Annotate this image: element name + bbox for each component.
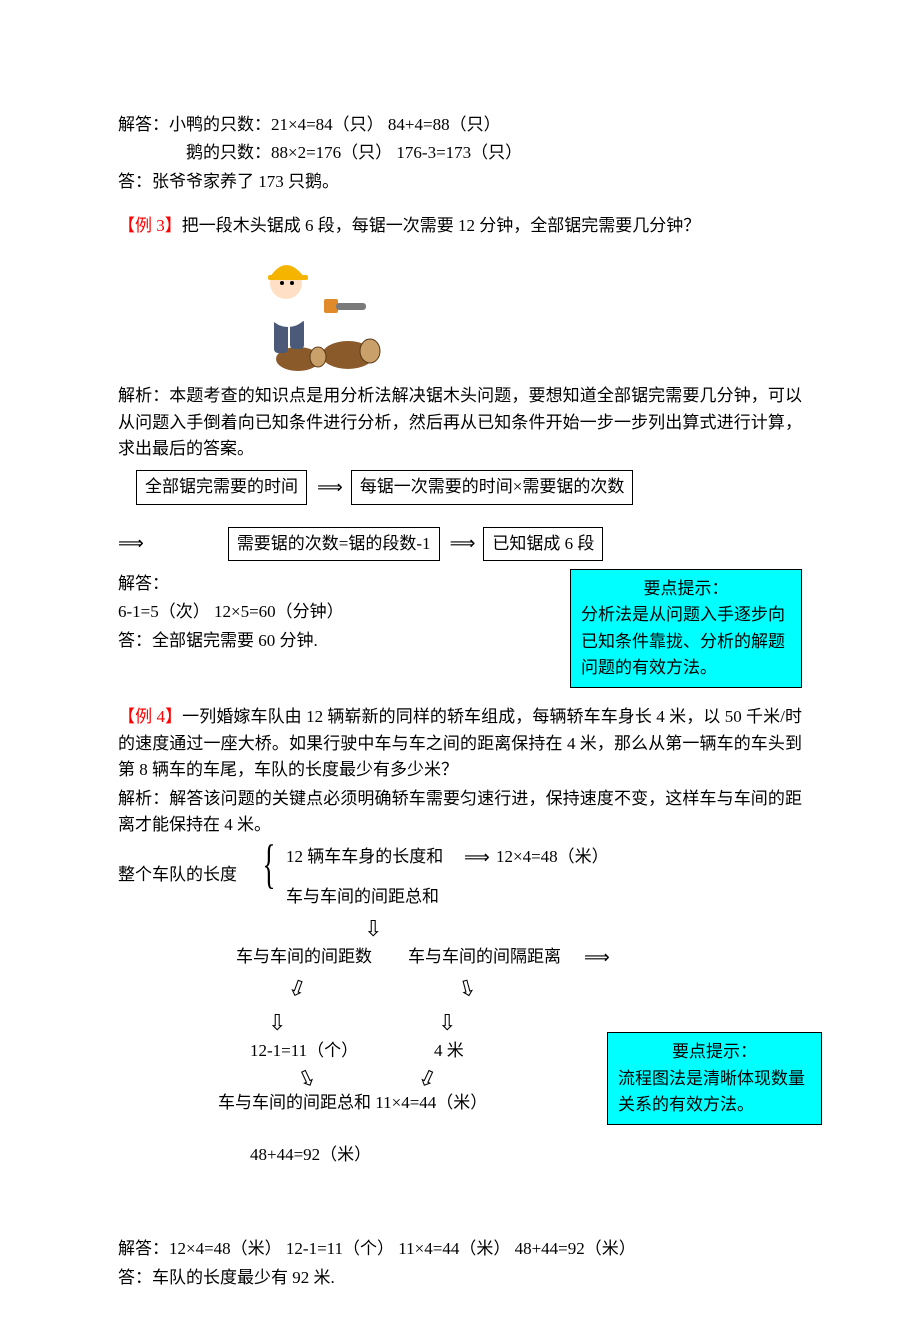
ex4-tip-title: 要点提示： xyxy=(618,1039,811,1065)
ex4-question-text: 一列婚嫁车队由 12 辆崭新的同样的轿车组成，每辆轿车车身长 4 米，以 50 … xyxy=(118,707,802,779)
ex3-analysis: 解析：本题考查的知识点是用分析法解决锯木头问题，要想知道全部锯完需要几分钟，可以… xyxy=(118,383,802,462)
ex4-branch-b: 车与车间的间距总和 xyxy=(286,884,439,910)
ex3-box-total-time: 全部锯完需要的时间 xyxy=(136,470,307,504)
down-arrow-icon: ⇩ xyxy=(364,912,382,946)
ex3-question-text: 把一段木头锯成 6 段，每锯一次需要 12 分钟，全部锯完需要几分钟？ xyxy=(182,216,701,235)
ex3-box-known: 已知锯成 6 段 xyxy=(483,527,603,561)
ex4-root-label: 整个车队的长度 xyxy=(118,862,237,888)
page-root: 解答：小鸭的只数：21×4=84（只） 84+4=88（只） 鹅的只数：88×2… xyxy=(0,0,920,1333)
ex4-question: 【例 4】一列婚嫁车队由 12 辆崭新的同样的轿车组成，每辆轿车车身长 4 米，… xyxy=(118,704,802,783)
ex4-total: 48+44=92（米） xyxy=(250,1142,371,1168)
woodcutter-illustration xyxy=(228,247,388,377)
ex4-branch-c: 车与车间的间距数 xyxy=(236,944,372,970)
ex3-answer-line1: 6-1=5（次） 12×5=60（分钟） xyxy=(118,599,556,625)
arrow-icon: ⟹ xyxy=(450,530,474,558)
ex4-marker: 【例 4】 xyxy=(118,707,182,726)
arrow-icon: ⟹ xyxy=(464,844,488,872)
ex3-tip-body: 分析法是从问题入手逐步向已知条件靠拢、分析的解题问题的有效方法。 xyxy=(581,602,791,681)
intro-line-2: 鹅的只数：88×2=176（只） 176-3=173（只） xyxy=(118,140,802,166)
down-arrow-icon: ⇩ xyxy=(438,1006,456,1040)
ex3-box-cuts: 需要锯的次数=锯的段数-1 xyxy=(228,527,440,561)
ex4-diagram-wrap: 整个车队的长度 { 12 辆车车身的长度和 ⟹ 12×4=48（米） 车与车间的… xyxy=(118,844,802,1234)
ex4-branch-d: 车与车间的间隔距离 xyxy=(408,944,561,970)
down-arrow-icon: ⇩ xyxy=(283,970,312,1008)
ex4-sum: 车与车间的间距总和 11×4=44（米） xyxy=(218,1090,487,1116)
ex3-answer-line2: 答：全部锯完需要 60 分钟. xyxy=(118,628,556,654)
ex3-question: 【例 3】把一段木头锯成 6 段，每锯一次需要 12 分钟，全部锯完需要几分钟？ xyxy=(118,213,802,239)
ex4-branch-a-calc: 12×4=48（米） xyxy=(496,844,609,870)
ex3-marker: 【例 3】 xyxy=(118,216,182,235)
ex4-analysis: 解析：解答该问题的关键点必须明确轿车需要匀速行进，保持速度不变，这样车与车间的距… xyxy=(118,786,802,839)
ex3-boxrow-2: ⟹ 需要锯的次数=锯的段数-1 ⟹ 已知锯成 6 段 xyxy=(118,527,802,561)
arrow-icon: ⟹ xyxy=(118,530,142,558)
ex3-box-formula: 每锯一次需要的时间×需要锯的次数 xyxy=(351,470,634,504)
ex4-answer-line2: 答：车队的长度最少有 92 米. xyxy=(118,1265,802,1291)
down-arrow-icon: ⇩ xyxy=(268,1006,286,1040)
ex4-branch-a: 12 辆车车身的长度和 xyxy=(286,844,443,870)
down-arrow-icon: ⇩ xyxy=(454,970,481,1008)
ex4-d-val: 4 米 xyxy=(434,1038,464,1064)
ex3-tip-box: 要点提示： 分析法是从问题入手逐步向已知条件靠拢、分析的解题问题的有效方法。 xyxy=(570,569,802,688)
ex3-bottom-row: 解答： 6-1=5（次） 12×5=60（分钟） 答：全部锯完需要 60 分钟.… xyxy=(118,569,802,688)
intro-line-1: 解答：小鸭的只数：21×4=84（只） 84+4=88（只） xyxy=(118,112,802,138)
brace-icon: { xyxy=(262,840,275,889)
ex3-tip-title: 要点提示： xyxy=(581,576,791,602)
ex3-boxrow-1: 全部锯完需要的时间 ⟹ 每锯一次需要的时间×需要锯的次数 xyxy=(136,470,802,504)
ex4-tip-box: 要点提示： 流程图法是清晰体现数量关系的有效方法。 xyxy=(607,1032,822,1125)
intro-line-3: 答：张爷爷家养了 173 只鹅。 xyxy=(118,169,802,195)
arrow-icon: ⟹ xyxy=(584,944,608,972)
ex3-answer-label: 解答： xyxy=(118,571,556,597)
arrow-icon: ⟹ xyxy=(317,474,341,502)
ex4-answer-line1: 解答：12×4=48（米） 12-1=11（个） 11×4=44（米） 48+4… xyxy=(118,1236,802,1262)
ex4-tip-body: 流程图法是清晰体现数量关系的有效方法。 xyxy=(618,1066,811,1119)
